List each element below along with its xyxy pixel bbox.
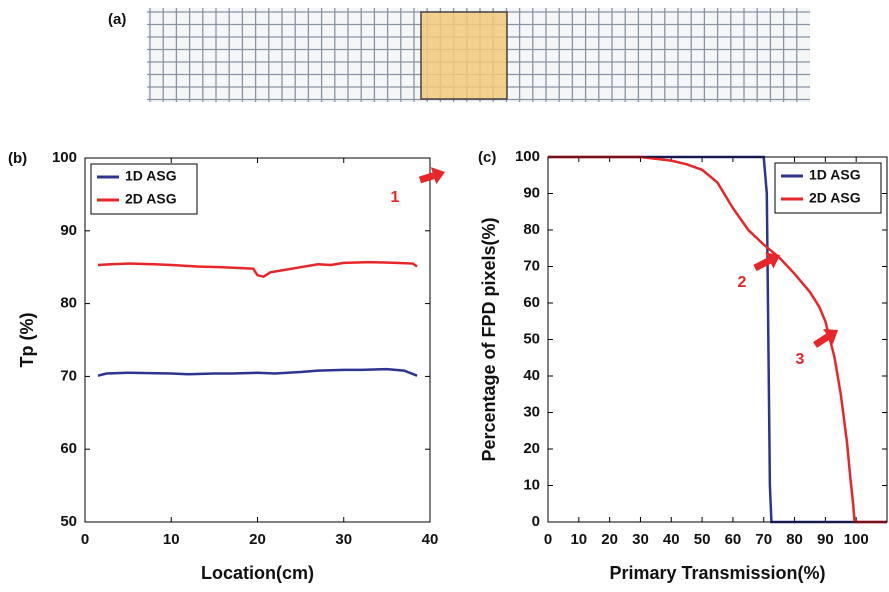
panel-label: (c) — [478, 149, 496, 166]
y-tick-label: 70 — [60, 367, 77, 384]
y-tick-label: 60 — [60, 440, 77, 457]
legend-label: 1D ASG — [125, 168, 177, 184]
annotation: 1 — [391, 189, 400, 206]
y-tick-label: 30 — [523, 403, 540, 420]
x-tick-label: 0 — [544, 531, 552, 548]
x-tick-label: 30 — [335, 531, 352, 548]
annotation: 2 — [738, 274, 747, 291]
legend-label: 2D ASG — [125, 191, 177, 207]
x-tick-label: 30 — [632, 531, 649, 548]
y-axis-label: Percentage of FPD pixels(%) — [479, 217, 499, 461]
y-tick-label: 70 — [523, 257, 540, 274]
x-tick-label: 70 — [755, 531, 772, 548]
legend-label: 1D ASG — [809, 167, 861, 183]
grid-image — [147, 8, 810, 102]
x-tick-label: 10 — [570, 531, 587, 548]
arrow-shaft — [420, 176, 434, 180]
x-tick-label: 100 — [844, 531, 869, 548]
y-tick-label: 100 — [52, 149, 77, 166]
y-tick-label: 60 — [523, 294, 540, 311]
x-axis-label: Location(cm) — [201, 563, 314, 583]
y-tick-label: 50 — [523, 330, 540, 347]
highlight-region — [421, 12, 507, 99]
x-tick-label: 20 — [601, 531, 618, 548]
y-tick-label: 10 — [523, 476, 540, 493]
x-tick-label: 0 — [81, 531, 89, 548]
y-tick-label: 80 — [523, 221, 540, 238]
figure: (a) (b)5060708090100010203040Location(cm… — [0, 0, 889, 587]
x-tick-label: 50 — [694, 531, 711, 548]
y-tick-label: 100 — [515, 148, 540, 165]
arrow-shaft — [815, 337, 828, 345]
y-axis-label: Tp (%) — [17, 313, 37, 368]
y-tick-label: 50 — [60, 513, 77, 530]
x-tick-label: 80 — [786, 531, 803, 548]
y-tick-label: 90 — [523, 184, 540, 201]
x-tick-label: 90 — [817, 531, 834, 548]
x-tick-label: 60 — [725, 531, 742, 548]
y-tick-label: 80 — [60, 295, 77, 312]
y-tick-label: 90 — [60, 222, 77, 239]
panel-label: (a) — [108, 11, 126, 28]
legend-label: 2D ASG — [809, 190, 861, 206]
y-tick-label: 0 — [532, 513, 540, 530]
y-tick-label: 40 — [523, 367, 540, 384]
x-tick-label: 40 — [422, 531, 439, 548]
x-tick-label: 10 — [163, 531, 180, 548]
x-tick-label: 40 — [663, 531, 680, 548]
data-line — [98, 262, 417, 277]
x-axis-label: Primary Transmission(%) — [609, 563, 825, 583]
panel-label: (b) — [8, 150, 27, 167]
y-tick-label: 20 — [523, 440, 540, 457]
data-line — [98, 369, 417, 376]
x-tick-label: 20 — [249, 531, 266, 548]
annotation: 3 — [796, 351, 805, 368]
